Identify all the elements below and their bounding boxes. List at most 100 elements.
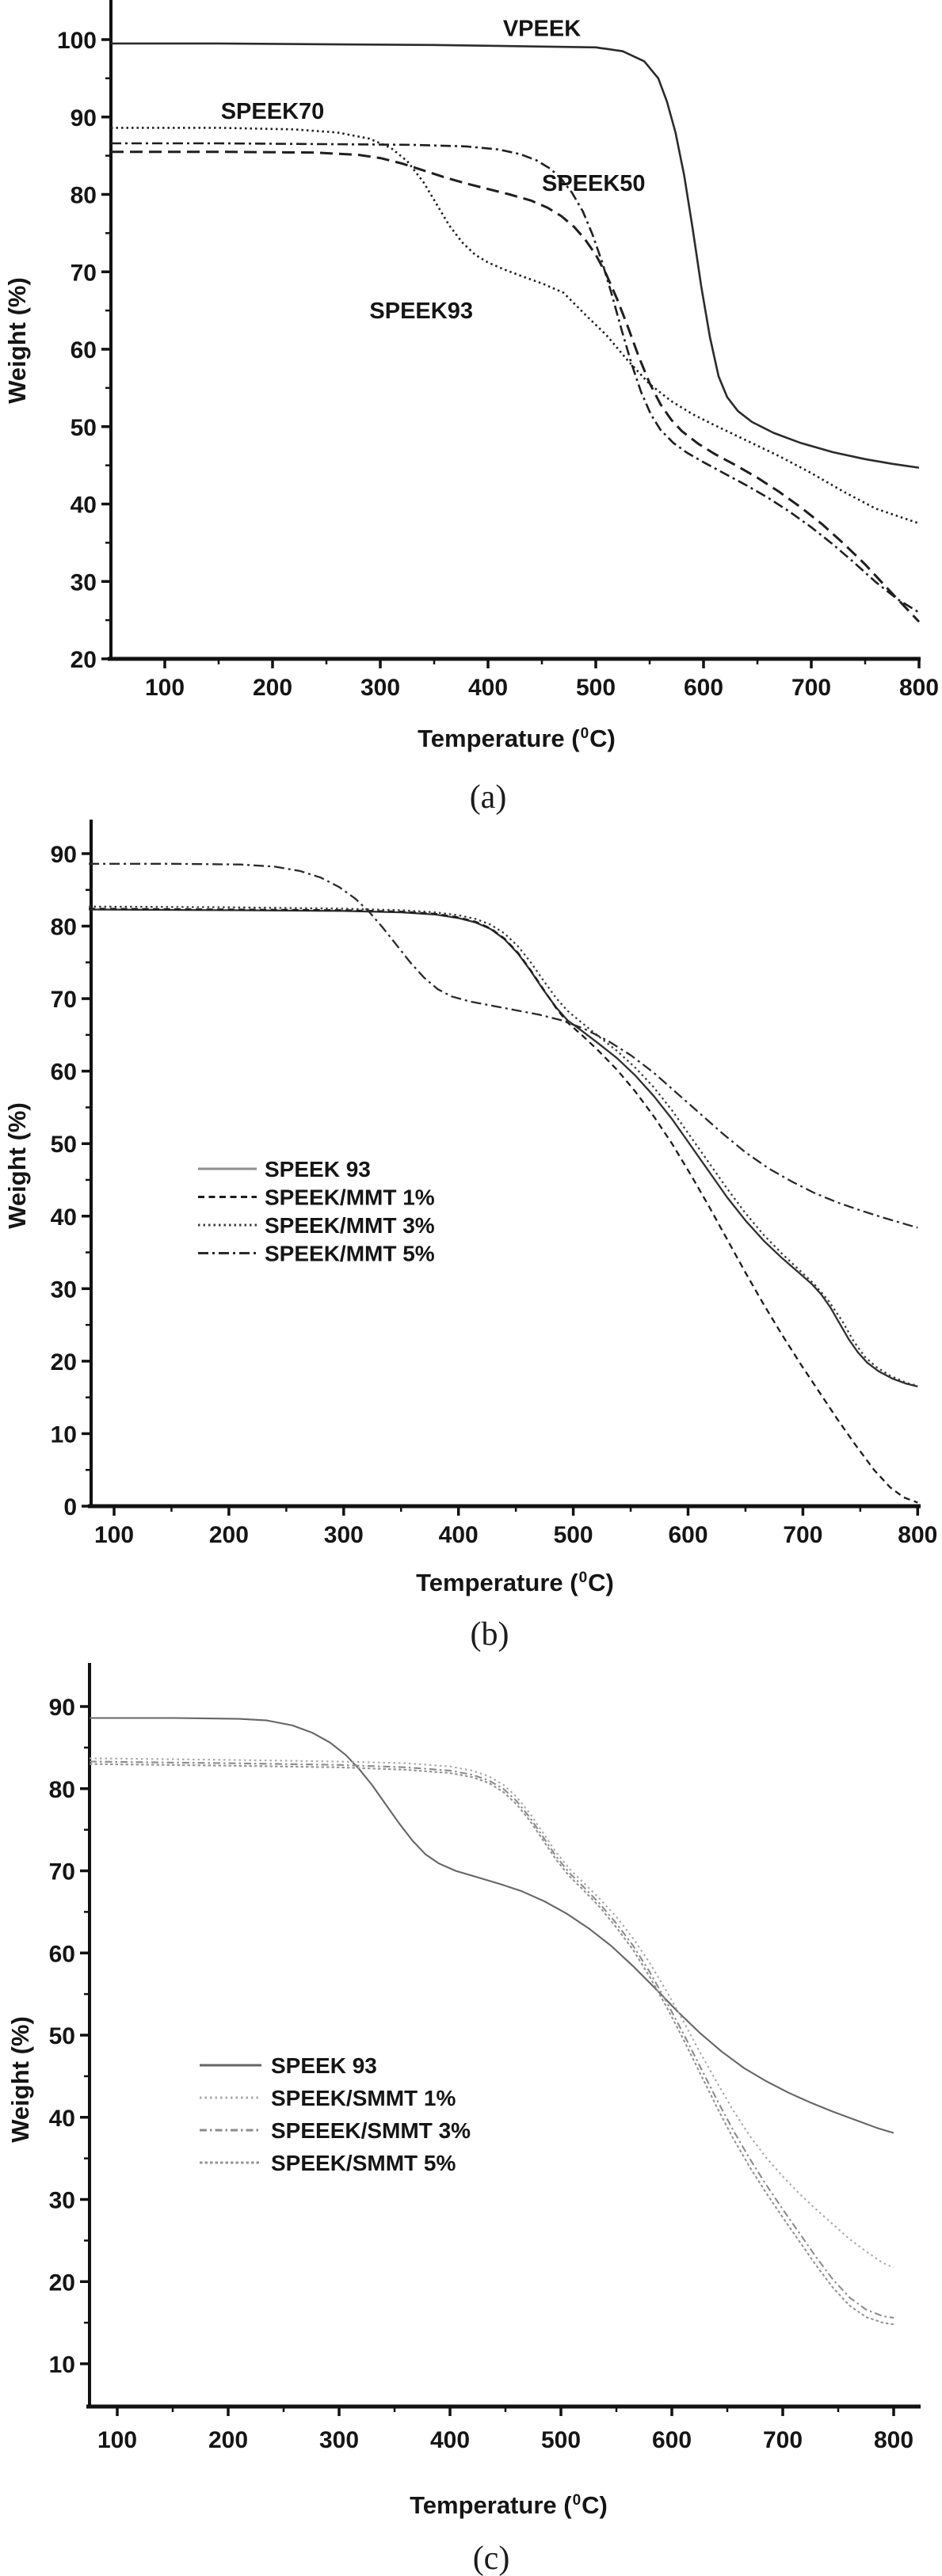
y-tick-label: 60 [51, 1060, 77, 1086]
curve-speek70 [111, 142, 920, 614]
x-tick-label: 600 [652, 2427, 692, 2453]
y-tick-label: 20 [49, 2270, 75, 2296]
curve-speeek-smmt-3- [89, 1760, 894, 2319]
x-axis-title-unit: C) [582, 2491, 608, 2519]
caption-a: (a) [469, 779, 507, 816]
x-tick-label: 100 [97, 2427, 137, 2453]
curve-speek-mmt-1- [89, 907, 918, 1504]
y-tick-label: 0 [63, 1494, 77, 1520]
caption-b: (b) [470, 1616, 509, 1653]
y-tick-label: 60 [71, 337, 97, 363]
x-tick-label: 300 [319, 2427, 359, 2453]
y-tick-label: 70 [49, 1859, 75, 1885]
curve-speek-mmt-5- [89, 862, 918, 1229]
y-tick-label: 30 [71, 569, 97, 595]
x-axis-title-text: Temperature ( [416, 1569, 578, 1596]
legend-item: SPEEEK/SMMT 3% [200, 2118, 471, 2143]
legend-item: SPEEK/SMMT 5% [200, 2151, 456, 2175]
y-tick-label: 40 [51, 1204, 77, 1231]
y-tick-label: 30 [51, 1277, 77, 1303]
y-tick-label: 80 [71, 183, 97, 209]
y-tick-label: 30 [49, 2188, 75, 2214]
y-tick-label: 20 [71, 647, 97, 673]
x-axis-title-unit: C) [589, 725, 616, 752]
x-tick-label: 800 [898, 1522, 937, 1548]
curve-speek-smmt-5- [89, 1763, 894, 2326]
degree-superscript: 0 [572, 2492, 582, 2509]
curve-speek-smmt-1- [89, 1757, 894, 2269]
x-tick-label: 100 [145, 675, 185, 701]
y-tick-label: 90 [71, 105, 97, 131]
x-axis-title-c: Temperature (0C) [410, 2491, 608, 2520]
legend-label: SPEEK 93 [265, 1157, 371, 1181]
x-tick-label: 800 [899, 675, 939, 701]
y-tick-label: 90 [49, 1695, 75, 1721]
x-tick-label: 500 [576, 675, 616, 701]
x-axis-title-b: Temperature (0C) [416, 1569, 614, 1597]
curve-vpeek [111, 42, 920, 469]
legend-item: SPEEK 93 [200, 2053, 377, 2078]
y-tick-label: 10 [49, 2352, 75, 2378]
x-tick-label: 700 [783, 1522, 822, 1548]
x-tick-label: 400 [430, 2427, 470, 2453]
y-tick-label: 40 [49, 2106, 75, 2132]
y-tick-label: 50 [51, 1132, 77, 1158]
y-tick-label: 40 [71, 493, 97, 519]
curve-speek93 [111, 127, 920, 525]
x-tick-label: 700 [763, 2427, 803, 2453]
y-tick-label: 100 [57, 28, 97, 54]
x-tick-label: 200 [208, 2427, 248, 2453]
y-tick-label: 70 [51, 987, 77, 1013]
x-axis-title-text: Temperature ( [410, 2491, 572, 2519]
chart-b: 0 10 20 30 40 50 60 70 80 90 100 200 300 400 500 600 700… [51, 820, 937, 1548]
chart-c: 10 20 30 40 50 60 70 80 90 100 200 300 400 500 600 700 8… [49, 1663, 921, 2453]
legend-label: SPEEK/MMT 3% [265, 1213, 435, 1238]
legend-label: SPEEK/SMMT 5% [271, 2151, 456, 2175]
legend-item: SPEEK/MMT 5% [198, 1242, 435, 1266]
caption-c: (c) [472, 2540, 510, 2576]
curve-speek50 [111, 150, 921, 623]
y-axis-title-a: Weight (%) [3, 277, 31, 404]
x-tick-label: 800 [874, 2427, 913, 2453]
x-tick-label: 400 [468, 675, 508, 701]
y-tick-label: 50 [49, 2023, 75, 2049]
curve-label: VPEEK [503, 16, 581, 41]
legend-label: SPEEK 93 [271, 2053, 377, 2078]
y-tick-label: 70 [71, 260, 97, 286]
legend-label: SPEEK/SMMT 1% [271, 2086, 456, 2110]
y-tick-label: 80 [49, 1777, 75, 1803]
x-axis-title-unit: C) [588, 1569, 614, 1596]
y-tick-label: 20 [51, 1349, 77, 1376]
legend-label: SPEEEK/SMMT 3% [271, 2118, 471, 2143]
curve-speek-93 [89, 908, 918, 1388]
chart-a: 20 30 40 50 60 70 80 90 100 100 200 300 400 500 600 700… [57, 0, 939, 701]
x-tick-label: 100 [94, 1522, 134, 1548]
curve-label: SPEEK70 [221, 99, 325, 124]
curve-speek-93 [90, 1717, 894, 2134]
y-axis-title-b: Weight (%) [3, 1102, 31, 1229]
legend-item: SPEEK/MMT 3% [198, 1213, 435, 1238]
curve-label: SPEEK93 [369, 299, 473, 324]
legend-item: SPEEK 93 [198, 1157, 371, 1181]
x-tick-label: 300 [324, 1522, 364, 1548]
legend: SPEEK 93 SPEEK/SMMT 1% SPEEEK/SMMT 3% SPEEK… [200, 2053, 471, 2175]
x-tick-label: 400 [439, 1522, 479, 1548]
legend-item: SPEEK/SMMT 1% [200, 2086, 456, 2110]
legend: SPEEK 93 SPEEK/MMT 1% SPEEK/MMT 3% SPEEK/MM… [198, 1157, 435, 1266]
x-axis-title-a: Temperature (0C) [418, 725, 616, 753]
y-tick-label: 60 [49, 1941, 75, 1967]
x-tick-label: 700 [791, 675, 831, 701]
x-tick-label: 200 [209, 1522, 249, 1548]
x-tick-label: 200 [253, 675, 292, 701]
x-axis-title-text: Temperature ( [418, 725, 580, 752]
degree-superscript: 0 [580, 725, 589, 742]
x-tick-label: 600 [684, 675, 723, 701]
y-tick-label: 90 [51, 842, 77, 868]
y-axis-title-c: Weight (%) [6, 2016, 34, 2143]
curve-label: SPEEK50 [542, 171, 646, 196]
y-tick-label: 80 [51, 915, 77, 941]
y-tick-label: 10 [51, 1421, 77, 1448]
curve-speek-mmt-3- [89, 905, 918, 1387]
x-tick-label: 500 [554, 1522, 593, 1548]
